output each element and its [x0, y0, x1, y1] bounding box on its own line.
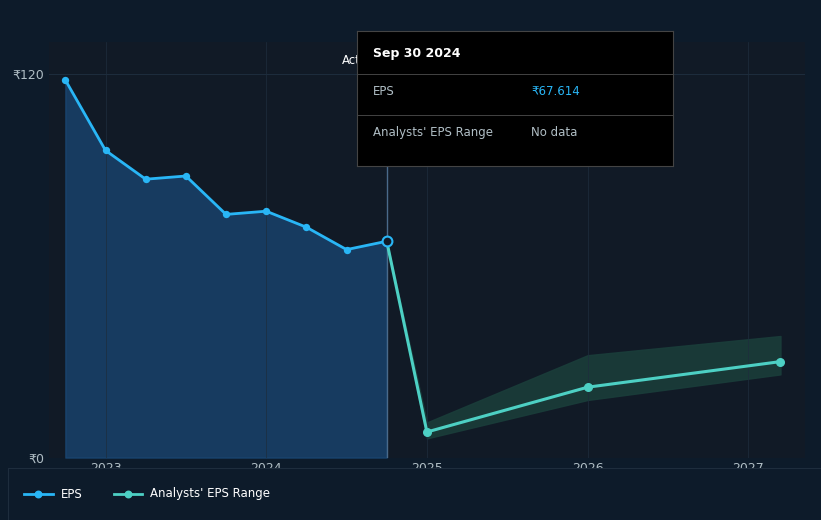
Text: Actual: Actual — [342, 54, 378, 67]
Text: Analysts Forecasts: Analysts Forecasts — [395, 54, 505, 67]
Point — [340, 245, 353, 254]
Text: No data: No data — [531, 126, 577, 139]
Point — [139, 175, 152, 184]
Point — [300, 223, 313, 231]
Point — [259, 207, 273, 215]
Point — [420, 428, 433, 436]
Text: EPS: EPS — [373, 85, 395, 98]
Point — [122, 490, 135, 498]
Point — [32, 490, 45, 498]
Point — [99, 146, 112, 154]
Point — [219, 210, 232, 218]
Point — [774, 357, 787, 366]
Text: Analysts' EPS Range: Analysts' EPS Range — [150, 488, 270, 500]
Text: ₹67.614: ₹67.614 — [531, 85, 580, 98]
Text: Analysts' EPS Range: Analysts' EPS Range — [373, 126, 493, 139]
Point — [380, 237, 393, 245]
Text: Sep 30 2024: Sep 30 2024 — [373, 47, 461, 60]
Point — [179, 172, 192, 180]
Point — [59, 76, 72, 84]
Text: EPS: EPS — [61, 488, 83, 500]
Point — [581, 383, 594, 392]
